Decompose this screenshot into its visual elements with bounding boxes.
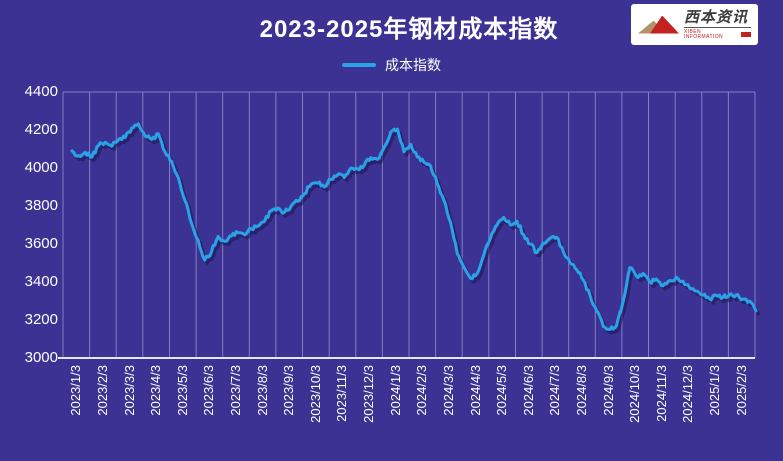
xiben-logo: 西本资讯 XIBEN INFORMATION xyxy=(631,4,758,45)
logo-name-en: XIBEN INFORMATION xyxy=(684,29,751,40)
x-tick-label: 2025/1/3 xyxy=(707,365,723,416)
x-tick-label: 2023/3/3 xyxy=(121,365,137,416)
y-tick-label: 4200 xyxy=(24,121,58,138)
y-tick-label: 4000 xyxy=(24,159,58,176)
x-tick-label: 2024/8/3 xyxy=(574,365,589,416)
x-tick-label: 2024/1/3 xyxy=(387,365,403,416)
x-tick-label: 2023/11/3 xyxy=(334,365,350,422)
y-tick-label: 3000 xyxy=(24,349,58,366)
x-tick-label: 2024/5/3 xyxy=(494,365,510,416)
x-tick-label: 2024/6/3 xyxy=(520,365,536,416)
logo-name-cn: 西本资讯 xyxy=(684,10,751,28)
x-tick-label: 2024/3/3 xyxy=(440,365,456,416)
y-tick-label: 3800 xyxy=(24,197,58,214)
x-tick-label: 2024/11/3 xyxy=(653,365,669,422)
x-tick-label: 2024/4/3 xyxy=(467,365,483,416)
legend-label: 成本指数 xyxy=(385,57,441,73)
chart-title: 2023-2025年钢材成本指数 xyxy=(259,16,559,43)
y-tick-label: 3200 xyxy=(24,311,58,328)
legend: 成本指数 xyxy=(0,56,783,74)
x-tick-label: 2024/10/3 xyxy=(627,365,643,423)
x-tick-label: 2023/1/3 xyxy=(68,365,84,416)
x-tick-label: 2023/5/3 xyxy=(174,365,190,416)
y-tick-label: 4400 xyxy=(24,83,58,100)
y-tick-label: 3600 xyxy=(24,235,58,252)
y-tick-label: 3400 xyxy=(24,273,58,290)
x-tick-label: 2023/2/3 xyxy=(94,365,110,416)
legend-line-swatch xyxy=(342,63,376,67)
series-line xyxy=(70,122,758,331)
x-tick-label: 2023/8/3 xyxy=(254,365,270,416)
x-tick-label: 2023/9/3 xyxy=(281,365,297,416)
logo-text: 西本资讯 XIBEN INFORMATION xyxy=(684,10,751,40)
x-tick-label: 2024/2/3 xyxy=(414,365,430,416)
x-tick-label: 2024/12/3 xyxy=(680,365,696,423)
x-tick-label: 2024/7/3 xyxy=(547,365,563,416)
x-tick-label: 2023/7/3 xyxy=(228,365,243,416)
x-tick-label: 2023/6/3 xyxy=(201,365,217,416)
x-tick-label: 2023/10/3 xyxy=(307,365,323,423)
x-tick-label: 2023/4/3 xyxy=(148,365,164,416)
mountain-logo-icon xyxy=(638,13,679,37)
x-tick-label: 2025/2/3 xyxy=(733,365,749,416)
x-tick-label: 2024/9/3 xyxy=(600,365,616,416)
x-tick-label: 2023/12/3 xyxy=(361,365,377,423)
